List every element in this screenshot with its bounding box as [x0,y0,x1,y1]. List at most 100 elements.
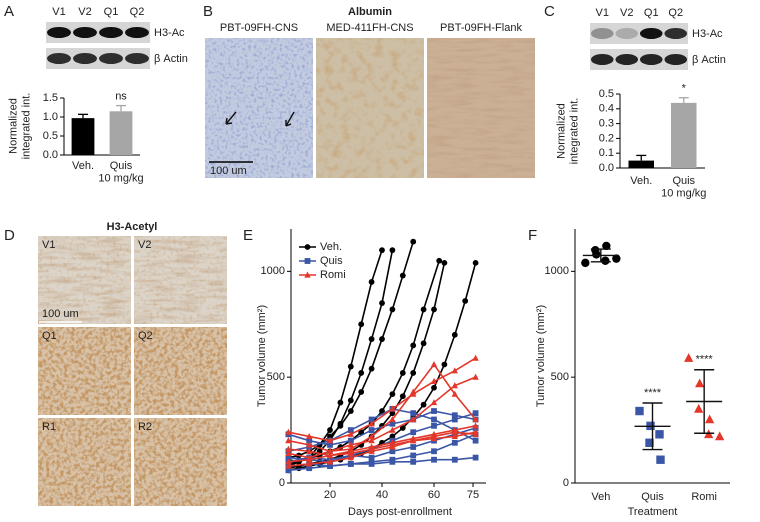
marker [399,370,406,376]
panel-label: A [4,3,14,20]
marker [285,428,292,435]
marker [306,437,313,444]
marker [420,340,427,347]
image-label: Q1 [42,330,57,342]
blot-band [615,54,639,65]
blot-band [73,53,97,64]
blot-band [615,28,639,39]
y-axis-label: Tumor volume (mm²) [256,305,268,407]
lane-label: Q1 [644,7,659,19]
legend-label: Romi [320,269,346,281]
micrograph-texture [38,327,131,415]
marker [420,306,427,313]
y-tick-label: 1000 [261,265,285,277]
marker [472,454,479,461]
marker [420,401,427,408]
series-line [288,456,476,472]
y-tick-label: 0.2 [599,132,614,144]
marker [306,465,313,472]
marker [347,449,354,456]
marker [347,397,354,404]
marker [347,454,354,461]
marker [347,437,354,444]
x-axis-label: Treatment [628,506,678,518]
micrograph-texture [134,236,227,324]
marker [389,420,396,427]
marker [379,300,385,306]
lane-label: V2 [78,6,91,18]
marker [285,437,292,444]
marker [379,408,385,414]
lane-label: Q2 [668,7,683,19]
marker [285,454,292,461]
marker [431,422,437,429]
marker [441,361,448,368]
marker [451,331,458,338]
marker [379,247,385,254]
marker [601,256,610,265]
marker [645,438,654,447]
marker [410,437,417,444]
marker [347,461,354,467]
marker [358,370,365,376]
marker [347,427,354,433]
marker [472,416,479,423]
marker [410,388,417,395]
image-label: MED-411FH-CNS [326,22,413,34]
blot-band [664,54,688,65]
blot-strip [46,22,150,43]
marker [368,461,375,467]
marker [347,441,354,448]
blot-row-label: H3-Ac [154,27,185,39]
marker [655,430,664,439]
blot-row-label: β Actin [154,53,188,65]
marker [389,405,396,412]
blot-strip [590,23,688,44]
marker [306,460,313,467]
image-label: PBT-09FH-Flank [440,22,522,34]
marker [337,422,344,429]
y-tick-label: 0.1 [599,147,614,159]
marker [327,463,333,469]
marker [581,258,590,268]
legend-label: Quis [320,255,343,267]
bar [71,118,95,155]
x-tick-label: Veh. [72,160,94,172]
marker [472,259,479,266]
bar [628,160,654,168]
marker [306,447,313,454]
marker [389,426,396,433]
blot-band [639,54,663,65]
marker [389,247,396,254]
y-axis-label: Normalizedintegrated int. [8,93,33,160]
blot-band [590,28,614,39]
marker [368,420,375,427]
x-tick-label: 40 [376,489,388,501]
blot-strip [46,48,150,69]
annotation: ns [115,91,127,103]
blot-band [99,53,123,64]
marker [430,360,438,368]
blot-row-label: β Actin [692,54,726,66]
image-label: R1 [42,421,56,433]
scale-bar-label: 100 um [42,308,79,320]
blot-band [664,28,688,39]
blot-band [125,27,149,38]
image-label: PBT-09FH-CNS [220,22,298,34]
scale-bar-label: 100 um [210,165,247,177]
marker [472,428,479,435]
marker [337,399,344,406]
series-line [288,363,477,453]
panel-label: F [528,227,537,244]
marker [472,354,479,361]
marker [368,416,375,423]
marker [368,336,375,342]
marker [368,432,375,440]
annotation: * [682,83,687,95]
marker [410,429,417,436]
series-line [288,431,476,467]
marker [347,430,354,437]
marker [612,254,621,263]
